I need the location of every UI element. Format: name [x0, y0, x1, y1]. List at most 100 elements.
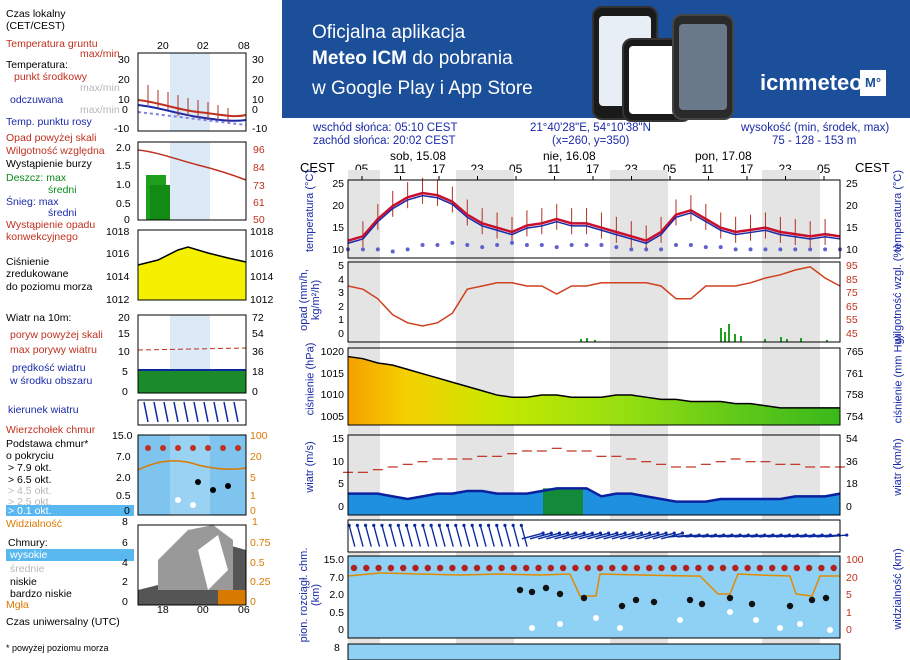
- tick-right-wind-3: 0: [846, 501, 852, 513]
- cloud-top-dot-14: [523, 564, 530, 572]
- cloud-top-dot-3: [387, 564, 395, 572]
- tick-left-precip-3: 2: [338, 300, 344, 313]
- wind-arrow-3: [373, 525, 381, 547]
- cloud-base-dot-4: [580, 594, 588, 602]
- legend-rain-avg: średni: [48, 184, 77, 196]
- legend-precip-above: Opad powyżej skali: [6, 132, 97, 144]
- legend-pressure-3: do poziomu morza: [6, 281, 93, 293]
- legend-pres-tick-r-2: 1014: [250, 271, 274, 283]
- dew-point-dot-29: [778, 247, 783, 252]
- legend-cloud-tick-r-0: 100: [250, 430, 268, 442]
- legend-wind-tick-r-0: 72: [252, 312, 264, 324]
- tick-right-temp-0: 25: [846, 178, 858, 190]
- legend-wind-tick-r-1: 54: [252, 328, 264, 340]
- legend-visibility: Widzialność: [6, 518, 63, 530]
- wind-arrow-head-3: [372, 523, 376, 527]
- hour-label-1: 11: [393, 162, 406, 176]
- legend-clouds-tick-r-2: 0.25: [250, 576, 271, 588]
- wind-arrow-16: [479, 525, 487, 547]
- wind-arrow-56: [800, 534, 823, 538]
- legend-wind-tick-l-3: 5: [122, 366, 128, 378]
- wind-arrow-head-38: [672, 531, 676, 535]
- app-promo-banner[interactable]: Oficjalna aplikacja Meteo ICM do pobrani…: [282, 0, 910, 122]
- wind-arrow-44: [701, 534, 724, 538]
- wind-green-block: [543, 488, 583, 515]
- legend-temp-tick-l-1: 20: [118, 74, 130, 86]
- legend-clouds-tick-r-3: 0: [250, 596, 256, 608]
- wind-arrow-head-33: [631, 531, 635, 535]
- cloud-top-dot-20: [596, 564, 604, 572]
- wind-arrow-head-11: [437, 523, 441, 527]
- temp-line: [347, 191, 841, 243]
- legend-ground-temp: Temperatura gruntu: [6, 38, 98, 50]
- wind-arrow-22: [521, 532, 544, 540]
- cloud-top-dot-23: [633, 564, 641, 572]
- coords-text: 21°40'28"E, 54°10'38"N: [530, 122, 651, 134]
- banner-line-2: Meteo ICM do pobrania: [312, 48, 513, 70]
- cloud-top-dot-8: [449, 564, 456, 572]
- hour-label-9: 11: [701, 162, 714, 176]
- banner-line-2-rest: do pobrania: [407, 48, 513, 69]
- legend-precip-tick-l-4: 0: [124, 214, 130, 226]
- cloud-top-dot-32: [744, 564, 751, 572]
- wind-arrow-head-35: [648, 531, 652, 535]
- legend-gust-above: poryw powyżej skali: [10, 329, 103, 341]
- wind-arrow-32: [603, 532, 626, 540]
- cloud-base-dot-0: [516, 586, 524, 594]
- cloud-base-dot-7: [650, 598, 658, 606]
- wind-arrow-13: [455, 525, 463, 547]
- wind-arrow-0: [348, 525, 356, 547]
- wind-arrow-46: [718, 534, 741, 538]
- wind-arrow-48: [734, 534, 757, 538]
- legend-utc: Czas uniwersalny (UTC): [6, 616, 120, 628]
- cloud-top-dot-12: [498, 564, 505, 572]
- legend-pres-tick-l-1: 1016: [106, 248, 130, 260]
- legend-cloud-tick-l-4: 0: [124, 505, 130, 517]
- wind-arrow-57: [808, 534, 831, 538]
- legend-precip-tick-l-1: 1.5: [116, 160, 131, 172]
- wind-arrow-14: [463, 525, 471, 547]
- axis-label-left-wind: wiatr (m/s): [304, 441, 316, 493]
- wind-arrow-25: [546, 532, 568, 540]
- legend-clouds-tick-l-2: 2: [122, 576, 128, 588]
- sunrise-text: wschód słońca: 05:10 CEST: [313, 122, 458, 134]
- banner-line-2-bold: Meteo ICM: [312, 48, 407, 69]
- wind-arrow-head-59: [845, 533, 849, 537]
- wind-arrow-53: [775, 534, 798, 538]
- wind-arrow-head-13: [454, 523, 458, 527]
- cloud-base-dot-9: [698, 600, 706, 608]
- cloud-top-dot-39: [830, 564, 837, 572]
- legend-tick-top-3: 08: [238, 40, 250, 52]
- panel-frame-cloud: [347, 555, 841, 639]
- dew-point-dot-19: [629, 247, 634, 252]
- cloud-top-dot-17: [559, 564, 567, 572]
- dew-point-dot-6: [435, 243, 440, 247]
- cloud-top-dot-21: [609, 564, 616, 572]
- tick-left-precip-1: 4: [338, 273, 344, 286]
- legend-cloud-tick-l-2: 2.0: [116, 472, 131, 484]
- cloud-top-dot-37: [805, 564, 813, 572]
- tick-right-cloud-4: 0: [846, 624, 852, 636]
- wind-arrow-31: [595, 532, 618, 540]
- axis-label-right-wind: wiatr (km/h): [892, 438, 904, 496]
- wind-arrow-36: [636, 532, 659, 540]
- wind-arrow-2: [364, 525, 372, 547]
- tick-left-pressure-1: 1015: [320, 367, 344, 380]
- legend-convective: Wystąpienie opadu: [6, 219, 96, 231]
- legend-wind-tick-r-2: 36: [252, 346, 264, 358]
- day-label-2: nie, 16.08: [543, 149, 596, 163]
- cloud-top-dot-19: [584, 564, 591, 572]
- dew-point-dot-3: [390, 249, 395, 254]
- legend-low: niskie: [10, 576, 37, 588]
- tick-left-temp-1: 20: [332, 200, 344, 212]
- rain-bar-7: [740, 336, 742, 342]
- wind-arrow-23: [529, 532, 552, 540]
- cloud-top-dot-27: [682, 564, 690, 572]
- wind-arrow-11: [438, 525, 446, 547]
- wind-arrow-head-12: [445, 523, 450, 527]
- wind-arrow-head-29: [598, 531, 603, 535]
- wind-arrow-37: [644, 532, 667, 540]
- legend-wind-tick-l-1: 15: [118, 328, 130, 340]
- tick-right-wind-1: 36: [846, 455, 858, 468]
- legend-precip-tick-r-1: 84: [253, 162, 265, 174]
